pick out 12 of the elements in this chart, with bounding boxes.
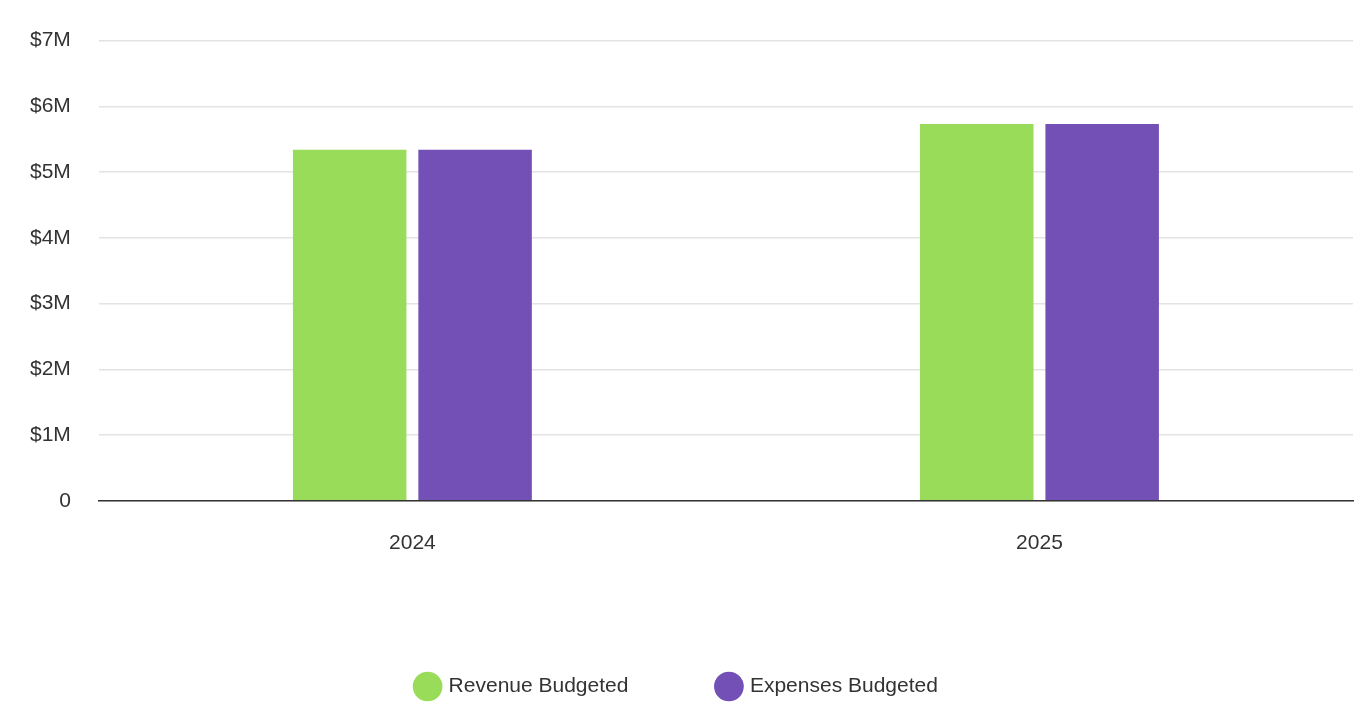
legend-label: Expenses Budgeted bbox=[749, 673, 938, 697]
y-tick-label: $7M bbox=[29, 27, 71, 51]
x-tick-label: 2025 bbox=[1016, 530, 1063, 554]
y-tick-label: $4M bbox=[29, 224, 71, 248]
legend-label: Revenue Budgeted bbox=[448, 673, 629, 697]
y-tick-label: $1M bbox=[29, 421, 71, 445]
y-tick-label: $3M bbox=[29, 290, 71, 314]
y-tick-label: $5M bbox=[29, 158, 71, 182]
y-tick-label: $2M bbox=[29, 356, 71, 380]
y-tick-label: $6M bbox=[29, 93, 71, 117]
y-tick-label: 0 bbox=[59, 487, 71, 511]
x-tick-label: 2024 bbox=[389, 530, 437, 554]
